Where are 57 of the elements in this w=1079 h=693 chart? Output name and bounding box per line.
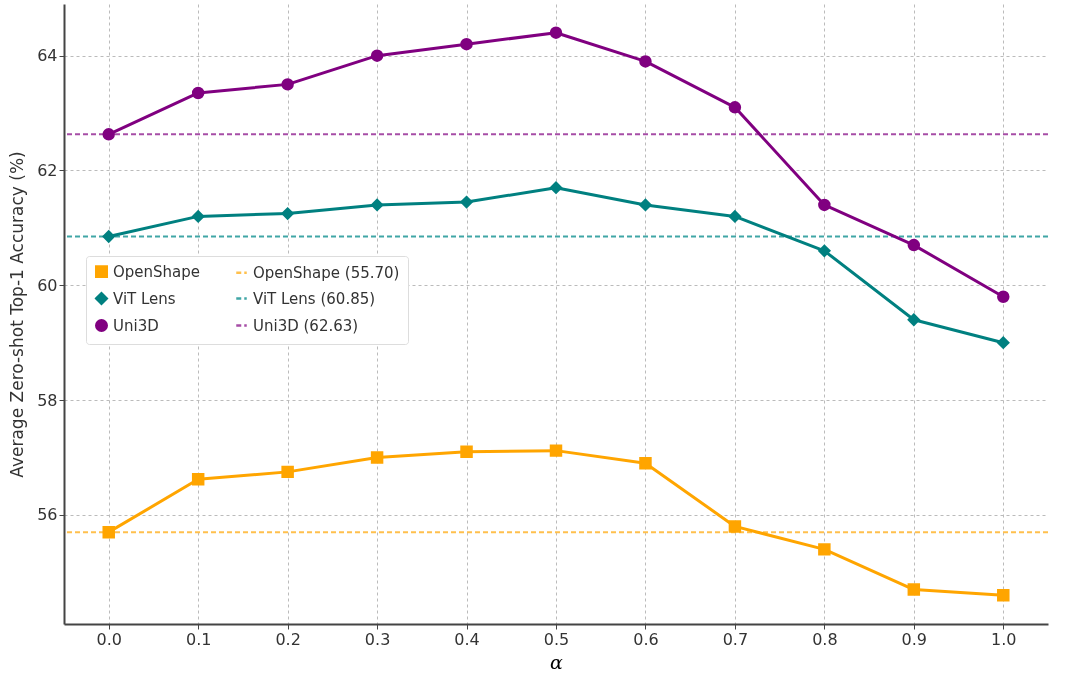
point: [728, 210, 742, 223]
point: [370, 451, 384, 464]
point: [997, 589, 1010, 602]
legend-label: ViT Lens (60.85): [253, 289, 376, 308]
legend-label: ViT Lens: [113, 289, 176, 308]
point: [639, 55, 652, 68]
point: [818, 543, 831, 556]
point: [191, 86, 205, 100]
point: [907, 238, 921, 252]
y-tick-label: 64: [37, 46, 58, 66]
legend-label: OpenShape: [113, 262, 201, 281]
point: [191, 210, 205, 223]
point: [102, 230, 115, 243]
point: [102, 525, 115, 539]
point: [281, 207, 294, 220]
legend-label: Uni3D (62.63): [253, 316, 359, 335]
point: [907, 313, 921, 326]
x-tick-label: 0.1: [185, 629, 212, 649]
point: [370, 198, 384, 212]
y-axis-title: Average Zero-shot Top-1 Accuracy (%): [7, 151, 28, 478]
point: [370, 49, 384, 62]
x-tick-label: 0.0: [96, 629, 122, 649]
point: [549, 444, 563, 457]
point: [460, 195, 473, 209]
point: [102, 128, 115, 141]
y-tick-label: 62: [37, 160, 58, 180]
point: [818, 198, 831, 212]
x-axis-title: α: [550, 650, 564, 673]
point: [549, 181, 563, 194]
point: [728, 101, 742, 114]
point: [907, 583, 921, 596]
point: [639, 198, 652, 212]
point: [549, 26, 563, 39]
legend-label: OpenShape (55.70): [253, 263, 400, 282]
point: [639, 457, 652, 470]
point: [281, 465, 294, 479]
point: [997, 290, 1010, 304]
point: [281, 78, 294, 91]
y-tick-label: 56: [37, 505, 58, 525]
point: [460, 37, 473, 51]
x-tick-label: 0.6: [633, 629, 659, 649]
y-tick-label: 58: [37, 390, 58, 410]
point: [728, 520, 742, 533]
point: [997, 336, 1010, 349]
point: [818, 244, 831, 258]
x-tick-label: 1.0: [991, 629, 1017, 649]
x-tick-label: 0.2: [275, 629, 301, 649]
x-tick-label: 0.4: [454, 629, 480, 649]
x-tick-label: 0.9: [901, 629, 928, 649]
point: [191, 473, 205, 486]
x-tick-label: 0.5: [543, 629, 570, 649]
y-tick-label: 60: [37, 275, 58, 295]
x-tick-label: 0.7: [722, 629, 749, 649]
point: [460, 445, 473, 459]
x-tick-label: 0.8: [812, 629, 838, 649]
legend-label: Uni3D: [113, 316, 159, 335]
x-tick-label: 0.3: [364, 629, 391, 649]
